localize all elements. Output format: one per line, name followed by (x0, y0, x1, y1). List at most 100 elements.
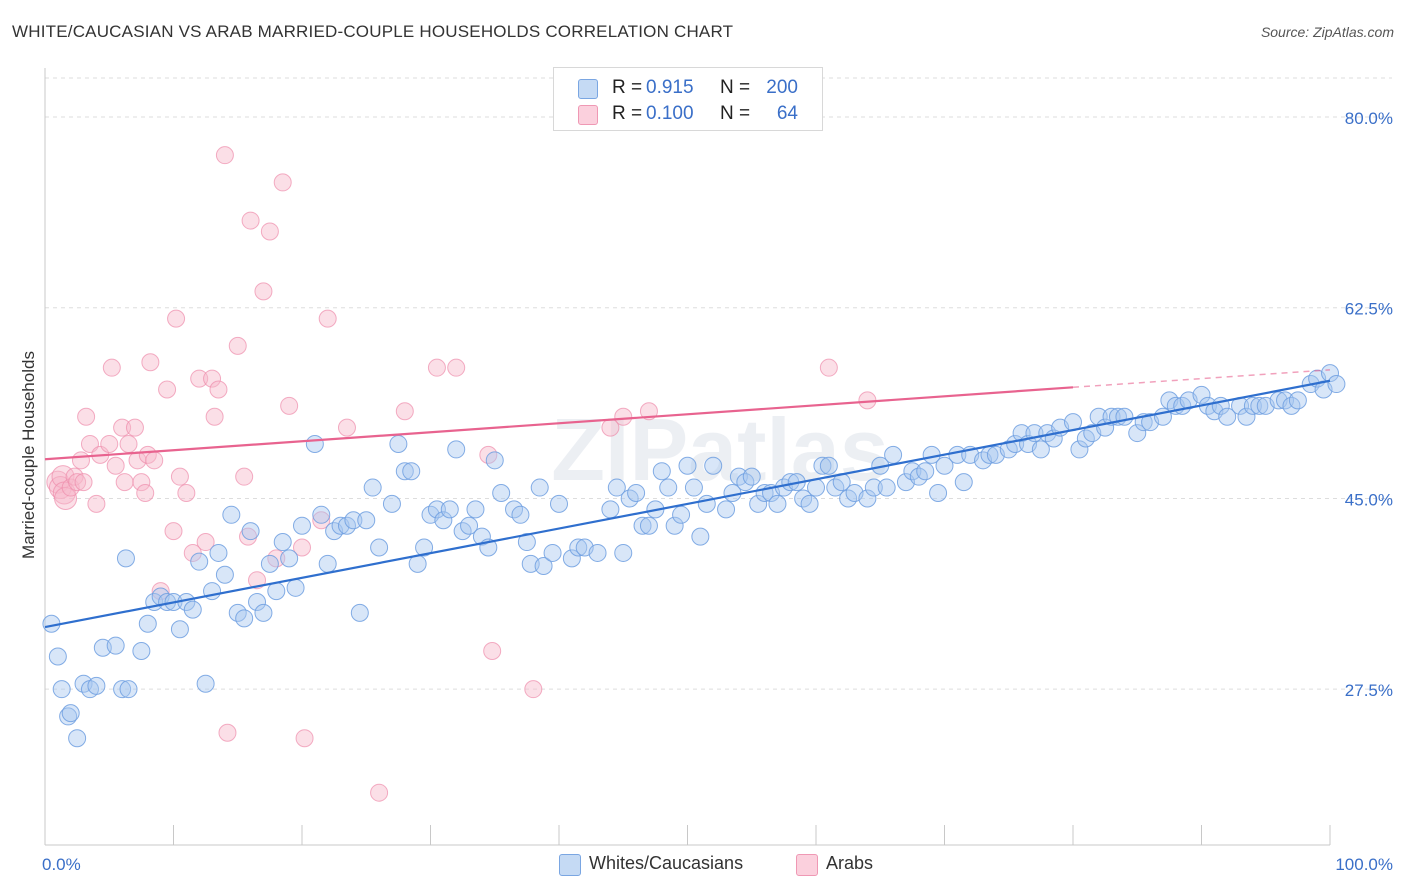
source-label: Source: ZipAtlas.com (1260, 24, 1394, 40)
white-point (1115, 407, 1134, 426)
watermark: ZIPatlas (551, 400, 888, 499)
white-point (215, 565, 234, 584)
white-point (132, 642, 151, 661)
white-point (534, 557, 553, 576)
arab-point (295, 729, 314, 748)
arab-point (235, 467, 254, 486)
white-point (260, 554, 279, 573)
arab-point (228, 336, 247, 355)
arab-point (167, 309, 186, 328)
white-point (639, 516, 658, 535)
r-value: 0.915 (646, 77, 694, 98)
arab-point (218, 723, 237, 742)
white-point (511, 505, 530, 524)
white-point (627, 484, 646, 503)
arab-point (125, 418, 144, 437)
arab-point (100, 434, 119, 453)
arabs-trend-extension (1072, 369, 1331, 389)
arab-point (54, 486, 78, 510)
white-point (209, 543, 228, 562)
r-label: R = (612, 77, 643, 98)
white-point (916, 462, 935, 481)
white-point (370, 538, 389, 557)
y-tick-label: 27.5% (1345, 681, 1393, 700)
white-point (440, 500, 459, 519)
white-point (87, 676, 106, 695)
arab-point (74, 473, 93, 492)
white-point (935, 456, 954, 475)
white-point (106, 636, 125, 655)
white-point (52, 680, 71, 699)
white-point (562, 549, 581, 568)
arab-point (141, 353, 160, 372)
arab-point (524, 680, 543, 699)
white-point (382, 494, 401, 513)
white-point (183, 600, 202, 619)
arab-point (145, 451, 164, 470)
white-point (717, 500, 736, 519)
white-point (138, 614, 157, 633)
white-point (196, 674, 215, 693)
n-value: 64 (776, 103, 798, 124)
white-point (929, 484, 948, 503)
n-value: 200 (766, 77, 798, 98)
arab-point (106, 456, 125, 475)
white-point (170, 620, 189, 639)
white-point (119, 680, 138, 699)
white-point (235, 609, 254, 628)
white-point (363, 478, 382, 497)
arab-point (280, 396, 299, 415)
arab-point (87, 494, 106, 513)
white-point (672, 505, 691, 524)
arab-point (77, 407, 96, 426)
white-point (659, 478, 678, 497)
arab-point (68, 473, 87, 492)
white-point (530, 478, 549, 497)
arab-point (115, 473, 134, 492)
arab-point (164, 522, 183, 541)
white-point (402, 462, 421, 481)
arab-point (190, 369, 209, 388)
y-tick-label: 80.0% (1345, 109, 1393, 128)
arab-point (119, 434, 138, 453)
tick-labels: 27.5% 45.0% 62.5% 80.0% 0.0% 100.0% (42, 109, 1393, 874)
white-point (749, 494, 768, 513)
white-point (312, 505, 331, 524)
white-point (344, 511, 363, 530)
white-point (1237, 407, 1256, 426)
arab-point (102, 358, 121, 377)
white-point (408, 554, 427, 573)
white-point (569, 538, 588, 557)
r-value: 0.100 (646, 103, 694, 124)
white-point (691, 527, 710, 546)
white-point (864, 478, 883, 497)
y-tick-label: 45.0% (1345, 490, 1393, 509)
whites-swatch (578, 79, 598, 99)
axis-layer (44, 68, 1331, 846)
white-point (293, 516, 311, 535)
x-tick-label: 100.0% (1335, 855, 1393, 874)
white-point (389, 434, 408, 453)
white-point (318, 554, 337, 573)
white-point (1128, 424, 1147, 443)
arab-point (151, 582, 170, 601)
arab-point (132, 473, 151, 492)
white-point (48, 647, 67, 666)
white-point (415, 538, 434, 557)
arab-point (639, 402, 658, 421)
arab-point (447, 358, 466, 377)
white-point (588, 543, 607, 562)
white-point (550, 494, 568, 513)
chart-title: WHITE/CAUCASIAN VS ARAB MARRIED-COUPLE H… (12, 22, 734, 41)
white-point (59, 707, 78, 726)
white-point (1250, 396, 1269, 415)
white-point (273, 533, 292, 552)
white-point (1288, 391, 1307, 410)
arabs-swatch (578, 105, 598, 125)
white-point (350, 603, 369, 622)
white-point (254, 603, 273, 622)
arab-point (248, 571, 267, 590)
arab-point (113, 418, 132, 437)
arab-point (427, 358, 446, 377)
arab-point (312, 511, 331, 530)
